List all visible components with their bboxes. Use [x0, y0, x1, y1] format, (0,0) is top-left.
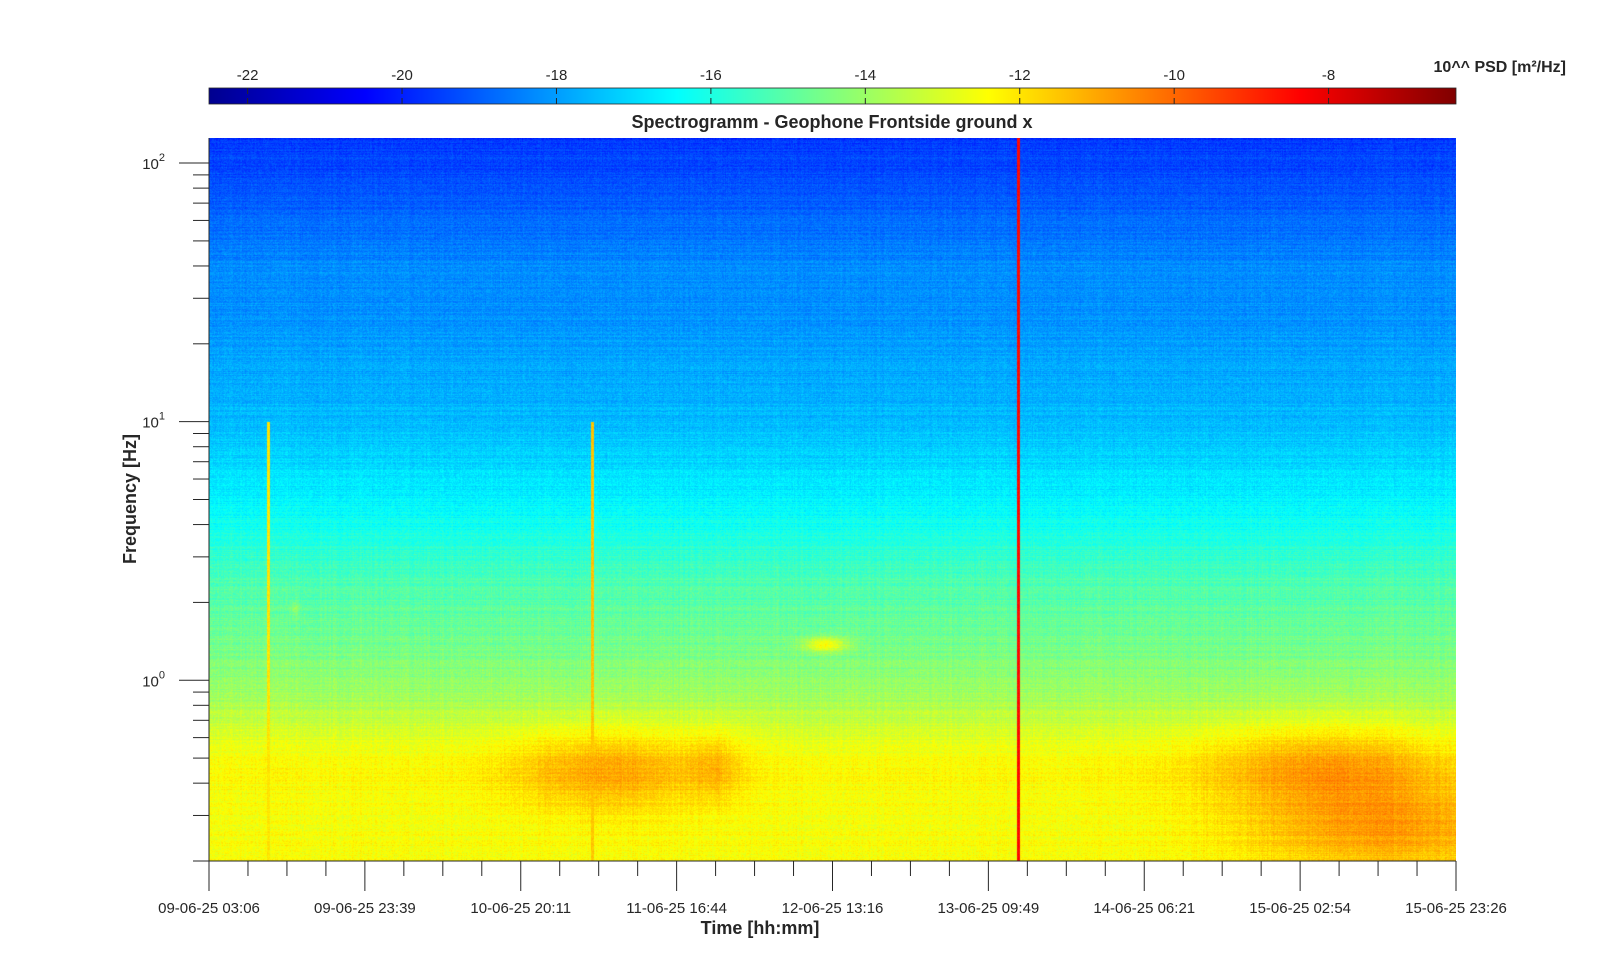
x-tick-label: 12-06-25 13:16: [782, 900, 884, 917]
y-tick-label: 101: [142, 411, 165, 432]
colorbar: -22 -20 -18 -16 -14 -12 -10 -8 10^^ PSD [m²/Hz]: [208, 59, 1566, 105]
x-tick-label: 11-06-25 16:44: [626, 900, 727, 917]
colorbar-gradient: [208, 87, 1457, 105]
colorbar-tick-label: -16: [700, 67, 722, 84]
x-tick-label: 10-06-25 20:11: [470, 900, 571, 917]
y-tick-label: 100: [142, 669, 165, 690]
chart-title: Spectrogramm - Geophone Frontside ground…: [631, 112, 1032, 132]
colorbar-tick-label: -20: [391, 67, 413, 84]
colorbar-label: 10^^ PSD [m²/Hz]: [1434, 59, 1566, 76]
colorbar-tick-label: -14: [854, 67, 876, 84]
y-axis-label: Frequency [Hz]: [120, 434, 140, 564]
x-axis-label: Time [hh:mm]: [701, 918, 820, 938]
colorbar-tick-label: -10: [1163, 67, 1185, 84]
x-axis: 09-06-25 03:06 09-06-25 23:39 10-06-25 20:…: [158, 860, 1507, 917]
colorbar-ticks: -22 -20 -18 -16 -14 -12 -10 -8: [237, 67, 1335, 104]
spectrogram-heatmap: [209, 138, 1456, 861]
x-tick-label: 15-06-25 02:54: [1249, 900, 1351, 917]
colorbar-tick-label: -18: [546, 67, 568, 84]
y-axis: 100 101 102: [142, 138, 210, 862]
colorbar-tick-label: -12: [1009, 67, 1031, 84]
x-tick-label: 14-06-25 06:21: [1093, 900, 1195, 917]
x-tick-label: 09-06-25 03:06: [158, 900, 260, 917]
y-tick-label: 102: [142, 152, 165, 173]
colorbar-tick-label: -8: [1322, 67, 1335, 84]
x-tick-label: 13-06-25 09:49: [938, 900, 1040, 917]
x-tick-label: 15-06-25 23:26: [1405, 900, 1507, 917]
colorbar-tick-label: -22: [237, 67, 259, 84]
spectrogram-plot-area: [209, 138, 1456, 861]
x-tick-label: 09-06-25 23:39: [314, 900, 416, 917]
